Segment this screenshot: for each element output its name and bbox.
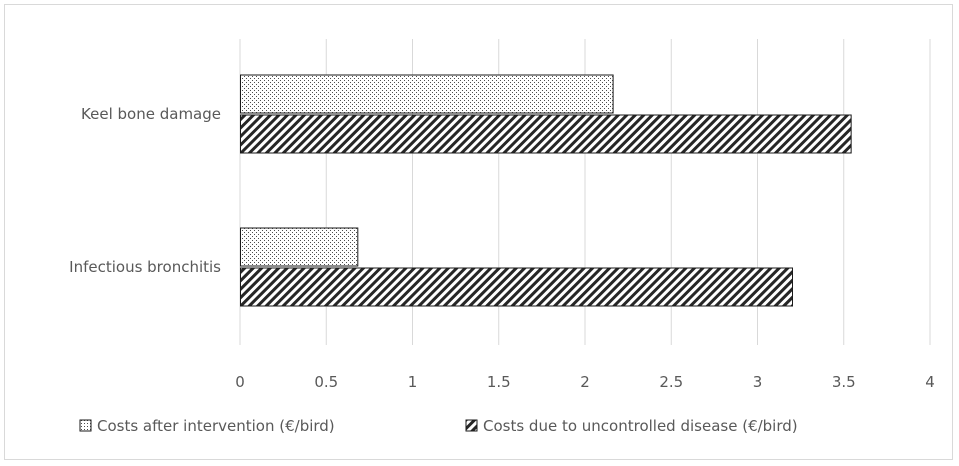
legend: Costs after intervention (€/bird) Costs d…	[79, 417, 798, 435]
x-axis-tick-labels: 0 0.5 1 1.5 2 2.5 3 3.5 4	[235, 373, 935, 391]
chart-frame: 0 0.5 1 1.5 2 2.5 3 3.5 4 Keel bone damage Infect…	[4, 4, 953, 460]
bar-chart: 0 0.5 1 1.5 2 2.5 3 3.5 4 Keel bone damage Infect…	[69, 39, 935, 435]
bar-after-intervention	[240, 74, 614, 114]
legend-label: Costs due to uncontrolled disease (€/bir…	[483, 417, 798, 435]
x-tick-label: 3.5	[832, 373, 856, 391]
x-tick-label: 0	[235, 373, 245, 391]
x-tick-label: 2	[580, 373, 590, 391]
legend-swatch	[79, 419, 92, 432]
bar-uncontrolled-disease	[240, 114, 852, 154]
bar-after-intervention	[240, 227, 359, 267]
category-label: Keel bone damage	[81, 105, 221, 123]
x-tick-label: 2.5	[659, 373, 683, 391]
x-tick-label: 0.5	[314, 373, 338, 391]
x-tick-label: 3	[753, 373, 763, 391]
x-tick-label: 4	[925, 373, 935, 391]
legend-label: Costs after intervention (€/bird)	[97, 417, 335, 435]
bar-uncontrolled-disease	[240, 267, 793, 307]
y-axis-category-labels: Keel bone damage Infectious bronchitis	[69, 105, 221, 276]
legend-swatch	[465, 419, 478, 432]
x-tick-label: 1	[408, 373, 418, 391]
category-label: Infectious bronchitis	[69, 258, 221, 276]
x-tick-label: 1.5	[487, 373, 511, 391]
bars	[240, 74, 852, 307]
